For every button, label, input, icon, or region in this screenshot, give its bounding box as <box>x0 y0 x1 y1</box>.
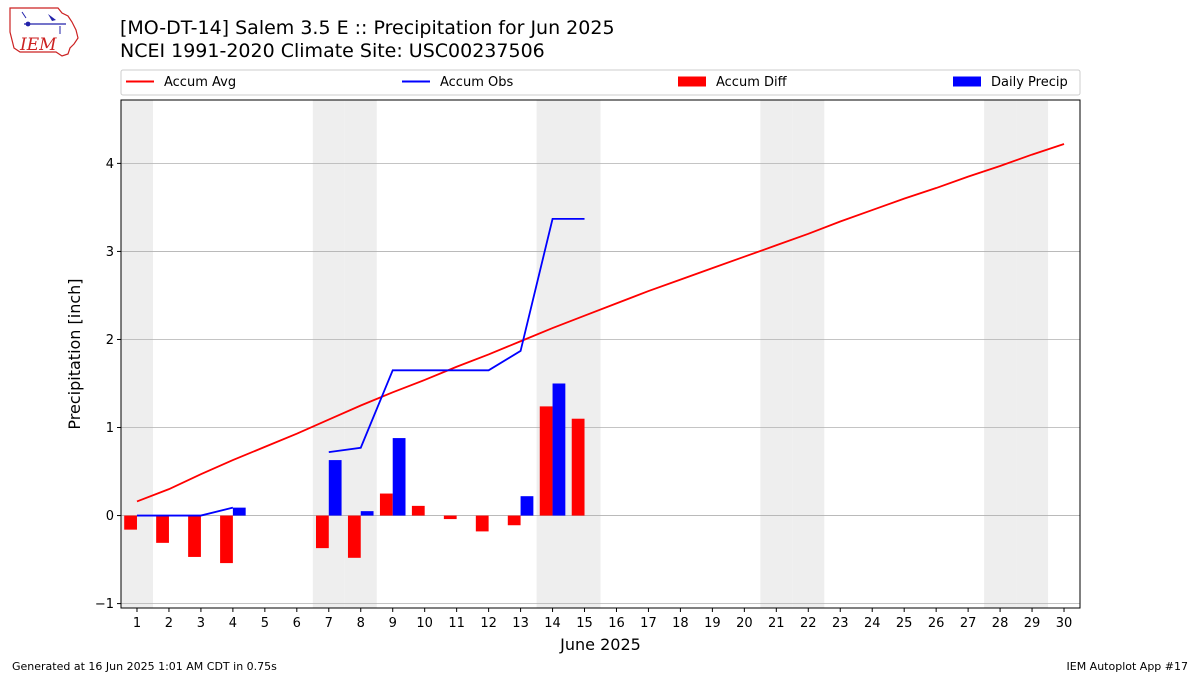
weekend-band-day-28 <box>984 100 1017 608</box>
y-tick-label: 3 <box>106 245 114 260</box>
x-tick-label: 20 <box>736 616 753 631</box>
x-tick-label: 28 <box>992 616 1009 631</box>
x-tick-label: 5 <box>261 616 269 631</box>
accum-diff-bar-day-13 <box>507 515 521 526</box>
x-tick-label: 13 <box>512 616 529 631</box>
y-tick-label: 0 <box>106 509 114 524</box>
x-axis-label: June 2025 <box>559 635 641 654</box>
x-tick-label: 22 <box>800 616 817 631</box>
daily-precip-bar-day-13 <box>520 496 534 516</box>
y-tick-label: −1 <box>95 597 114 612</box>
x-tick-label: 10 <box>416 616 433 631</box>
accum-obs-line-segment-2 <box>328 217 585 454</box>
x-tick-label: 24 <box>864 616 881 631</box>
x-tick-label: 11 <box>448 616 465 631</box>
x-tick-label: 1 <box>133 616 141 631</box>
legend-swatch-daily-precip <box>953 76 981 87</box>
weekend-band-day-1 <box>121 100 153 608</box>
gridlines <box>121 162 1080 604</box>
accum-diff-bar-day-8 <box>347 515 361 558</box>
legend-frame <box>120 69 1081 96</box>
x-tick-label: 29 <box>1024 616 1041 631</box>
x-tick-label: 19 <box>704 616 721 631</box>
generated-timestamp: Generated at 16 Jun 2025 1:01 AM CDT in … <box>12 660 277 673</box>
x-tick-label: 18 <box>672 616 689 631</box>
legend-label-accum-avg: Accum Avg <box>164 75 236 90</box>
legend-label-accum-obs: Accum Obs <box>440 75 513 90</box>
legend-label-accum-diff: Accum Diff <box>716 75 788 90</box>
y-axis-ticks: −1 0 1 2 3 4 <box>95 157 121 612</box>
weekend-band-day-29 <box>1016 100 1049 608</box>
legend-label-daily-precip: Daily Precip <box>991 75 1068 90</box>
chart-title: [MO-DT-14] Salem 3.5 E :: Precipitation … <box>120 17 615 39</box>
chart-subtitle: NCEI 1991-2020 Climate Site: USC00237506 <box>120 40 545 62</box>
weekend-band-day-22 <box>792 100 825 608</box>
x-tick-label: 17 <box>640 616 657 631</box>
bars <box>124 383 585 564</box>
accum-obs-line-segment-1 <box>136 506 234 517</box>
legend: Accum Avg Accum Obs Accum Diff Daily Precip <box>120 69 1081 96</box>
x-tick-label: 23 <box>832 616 849 631</box>
y-tick-label: 1 <box>106 421 114 436</box>
plot-frame <box>120 99 1081 609</box>
accum-diff-bar-day-3 <box>188 515 201 557</box>
accum-diff-bar-day-12 <box>475 515 489 532</box>
accum-diff-bar-day-2 <box>156 515 169 543</box>
x-tick-label: 26 <box>928 616 945 631</box>
accum-avg-line-segment-1 <box>136 143 1065 503</box>
accum-diff-bar-day-11 <box>443 515 457 520</box>
x-tick-label: 16 <box>608 616 625 631</box>
weekend-band-day-21 <box>760 100 793 608</box>
x-tick-label: 4 <box>229 616 237 631</box>
daily-precip-bar-day-14 <box>552 383 566 516</box>
accum-diff-bar-day-15 <box>571 418 585 516</box>
daily-precip-bar-day-7 <box>328 460 342 516</box>
accum-diff-bar-day-14 <box>539 406 553 516</box>
daily-precip-bar-day-9 <box>392 438 406 516</box>
x-tick-label: 6 <box>293 616 301 631</box>
x-tick-label: 27 <box>960 616 977 631</box>
y-axis-label: Precipitation [inch] <box>65 278 84 429</box>
x-tick-label: 9 <box>389 616 397 631</box>
accum-diff-bar-day-9 <box>379 493 393 516</box>
app-credit: IEM Autoplot App #17 <box>1066 660 1189 673</box>
x-tick-label: 14 <box>544 616 561 631</box>
weekend-band-day-15 <box>568 100 601 608</box>
series-lines <box>136 143 1065 517</box>
daily-precip-bar-day-4 <box>232 507 246 516</box>
accum-diff-bar-day-1 <box>124 515 137 530</box>
legend-swatch-accum-diff <box>678 76 706 87</box>
accum-diff-bar-day-7 <box>315 515 329 549</box>
y-tick-label: 4 <box>106 157 114 172</box>
x-tick-label: 3 <box>197 616 205 631</box>
x-tick-label: 25 <box>896 616 913 631</box>
x-tick-label: 21 <box>768 616 785 631</box>
weekend-band-day-14 <box>536 100 569 608</box>
x-tick-label: 2 <box>165 616 173 631</box>
x-tick-label: 30 <box>1056 616 1073 631</box>
weekend-shading <box>121 100 1049 608</box>
x-tick-label: 12 <box>480 616 497 631</box>
x-axis-ticks: 1 2 3 4 5 6 7 8 9 10 11 12 13 14 15 16 17 18 19 20 21 22 23 24 2… <box>133 608 1072 631</box>
x-tick-label: 15 <box>576 616 593 631</box>
daily-precip-bar-day-8 <box>360 511 374 516</box>
iem-logo: IEM <box>9 7 79 57</box>
iem-logo-text: IEM <box>19 35 57 55</box>
accum-diff-bar-day-4 <box>220 515 233 564</box>
x-tick-label: 7 <box>325 616 333 631</box>
accum-diff-bar-day-10 <box>411 505 425 516</box>
y-tick-label: 2 <box>106 333 114 348</box>
x-tick-label: 8 <box>357 616 365 631</box>
